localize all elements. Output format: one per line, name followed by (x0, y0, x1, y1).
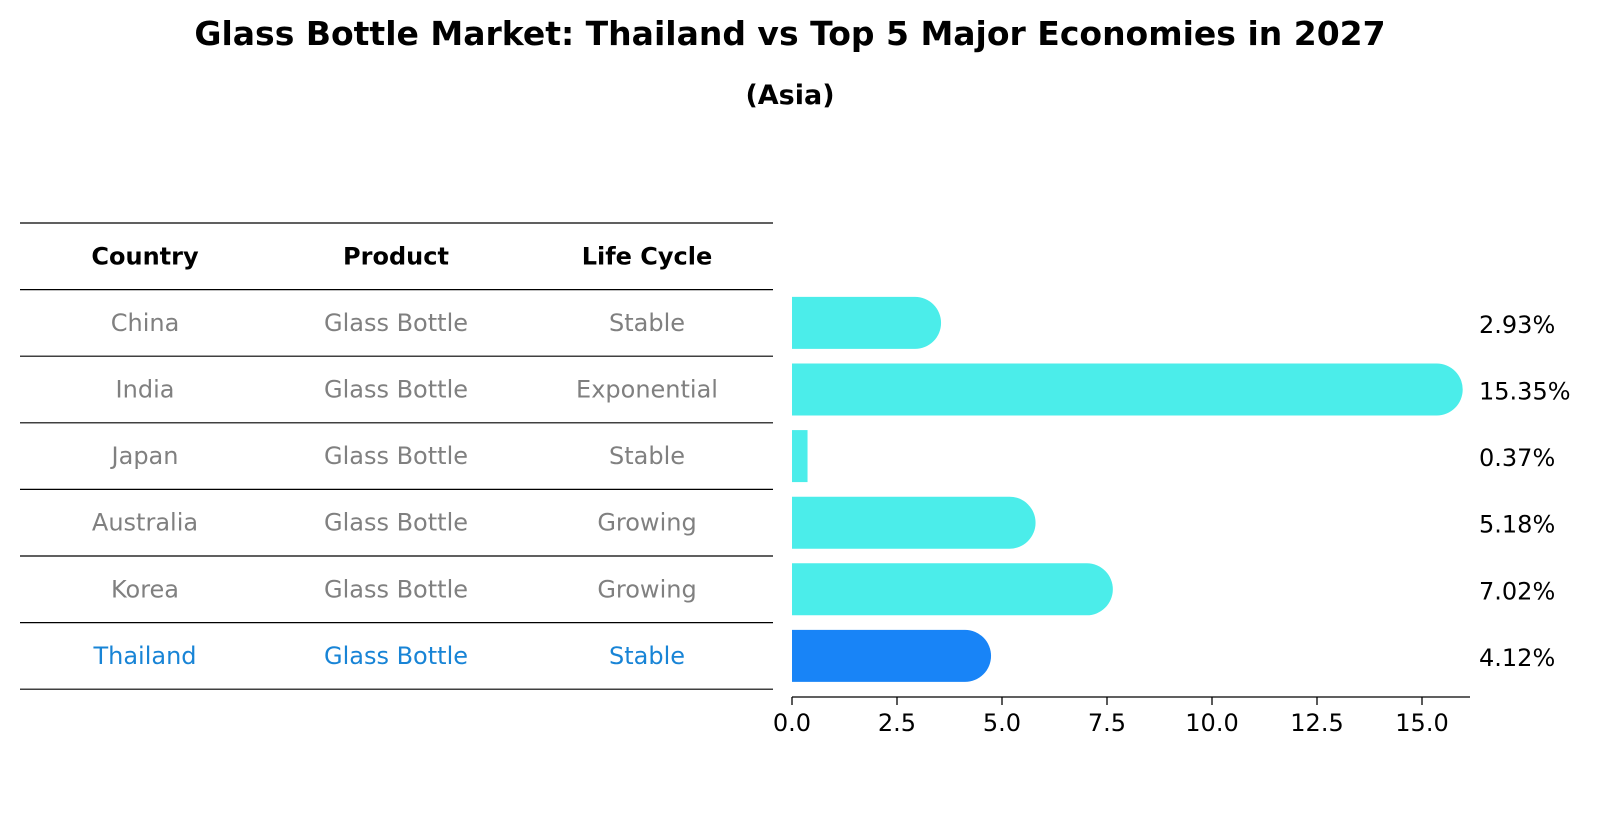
table-cell: China (111, 309, 180, 337)
table-cell: Glass Bottle (324, 376, 468, 404)
bar-australia (792, 496, 1036, 549)
bar-china (792, 296, 942, 349)
table-header-cell: Country (91, 242, 199, 270)
bar-value-label: 0.37% (1479, 444, 1555, 472)
x-tick-label: 2.5 (878, 709, 916, 737)
bar-india (792, 363, 1463, 416)
bar-thailand (792, 629, 992, 682)
x-tick-label: 12.5 (1290, 709, 1343, 737)
table-cell-highlight: Thailand (92, 642, 196, 670)
chart-title: Glass Bottle Market: Thailand vs Top 5 M… (194, 14, 1386, 53)
bar-value-label: 4.12% (1479, 644, 1555, 672)
table-cell: Korea (111, 575, 179, 603)
x-tick-label: 0.0 (773, 709, 811, 737)
table-cell: India (116, 376, 175, 404)
table-cell-highlight: Glass Bottle (324, 642, 468, 670)
bar-value-label: 5.18% (1479, 511, 1555, 539)
table-header-cell: Life Cycle (582, 242, 713, 270)
table-cell: Exponential (576, 376, 718, 404)
table-cell: Glass Bottle (324, 575, 468, 603)
table-cell-highlight: Stable (609, 642, 685, 670)
bar-value-label: 2.93% (1479, 311, 1555, 339)
bar-korea (792, 563, 1113, 616)
x-tick-label: 10.0 (1185, 709, 1238, 737)
x-tick-label: 15.0 (1395, 709, 1448, 737)
bar-value-label: 15.35% (1479, 378, 1571, 406)
table-cell: Stable (609, 309, 685, 337)
bar-chart: 2.93% 15.35% 0.37% 5.18% 7.02% 4.12% 0.0 2.5 5.0… (773, 296, 1571, 737)
chart-subtitle: (Asia) (745, 80, 835, 111)
x-tick-label: 5.0 (983, 709, 1021, 737)
table-cell: Growing (597, 509, 696, 537)
data-table: Country Product Life Cycle China Glass Bottl… (20, 222, 773, 690)
table-cell: Glass Bottle (324, 309, 468, 337)
table-cell: Glass Bottle (324, 509, 468, 537)
x-tick-label: 7.5 (1088, 709, 1126, 737)
table-cell: Growing (597, 575, 696, 603)
table-cell: Glass Bottle (324, 442, 468, 470)
table-header-cell: Product (343, 242, 449, 270)
bar-japan (792, 430, 808, 483)
table-cell: Australia (92, 509, 198, 537)
table-cell: Stable (609, 442, 685, 470)
bar-value-label: 7.02% (1479, 577, 1555, 605)
table-cell: Japan (110, 442, 179, 470)
